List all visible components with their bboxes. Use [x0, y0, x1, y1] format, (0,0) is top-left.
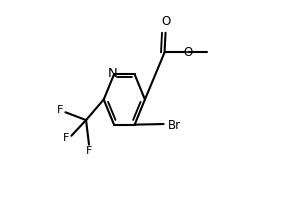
Text: O: O: [184, 46, 193, 59]
Text: F: F: [63, 133, 69, 143]
Text: F: F: [86, 146, 92, 156]
Text: N: N: [108, 67, 118, 80]
Text: F: F: [57, 105, 63, 115]
Text: O: O: [161, 16, 170, 28]
Text: Br: Br: [168, 119, 181, 132]
